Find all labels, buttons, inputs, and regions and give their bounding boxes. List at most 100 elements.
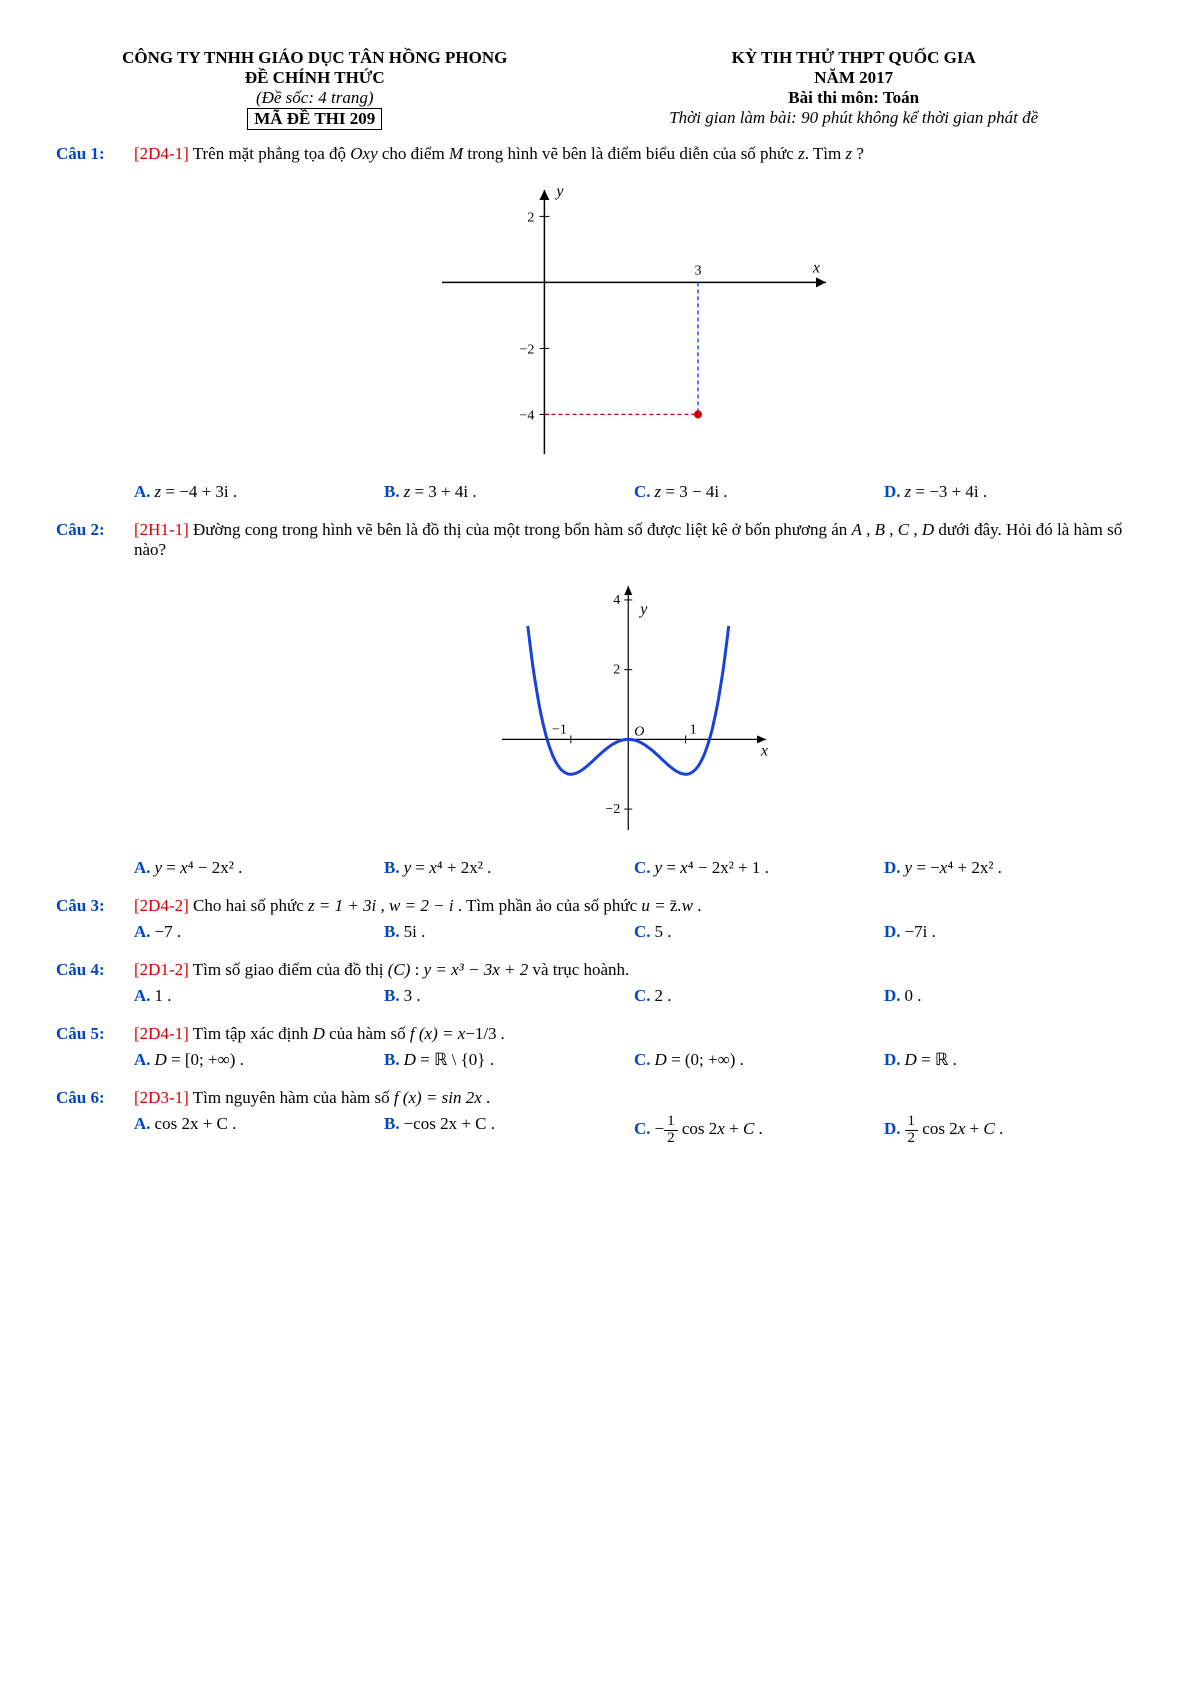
- choice: A.y = x⁴ − 2x² .: [134, 858, 384, 878]
- question-label: Câu 3:: [56, 896, 134, 942]
- choice-text: 1 .: [155, 986, 172, 1005]
- choice-text: 2 .: [655, 986, 672, 1005]
- choice-text: z = 3 + 4i .: [404, 482, 477, 501]
- choice-letter: A.: [134, 986, 151, 1005]
- exam-year: NĂM 2017: [573, 68, 1134, 88]
- choice: B.3 .: [384, 986, 634, 1006]
- choice-letter: A.: [134, 922, 151, 941]
- choice: C.y = x⁴ − 2x² + 1 .: [634, 858, 884, 878]
- choice: C.5 .: [634, 922, 884, 942]
- choice-text: −12 cos 2x + C .: [655, 1119, 763, 1138]
- question-body: [2D4-1] Tìm tập xác định D của hàm số f …: [134, 1024, 1134, 1070]
- svg-text:−4: −4: [519, 408, 534, 423]
- question: Câu 5:[2D4-1] Tìm tập xác định D của hàm…: [56, 1024, 1134, 1070]
- choice-row: A.y = x⁴ − 2x² .B.y = x⁴ + 2x² .C.y = x⁴…: [134, 858, 1134, 878]
- choice-text: 5i .: [404, 922, 426, 941]
- choice-letter: A.: [134, 482, 151, 501]
- choice-row: A.cos 2x + C .B.−cos 2x + C .C.−12 cos 2…: [134, 1114, 1134, 1147]
- official-label: ĐỀ CHÍNH THỨC: [56, 68, 573, 88]
- questions-list: Câu 1:[2D4-1] Trên mặt phẳng tọa độ Oxy …: [56, 144, 1134, 1147]
- choice-letter: C.: [634, 482, 651, 501]
- choice-letter: B.: [384, 482, 400, 501]
- question-label: Câu 1:: [56, 144, 134, 502]
- question-label: Câu 5:: [56, 1024, 134, 1070]
- svg-text:−1: −1: [552, 722, 567, 737]
- svg-text:1: 1: [690, 722, 697, 737]
- choice-letter: D.: [884, 1050, 901, 1069]
- choice-text: y = x⁴ − 2x² + 1 .: [655, 858, 769, 877]
- choice: B.−cos 2x + C .: [384, 1114, 634, 1147]
- choice: A.cos 2x + C .: [134, 1114, 384, 1147]
- question-label: Câu 4:: [56, 960, 134, 1006]
- choice-letter: D.: [884, 858, 901, 877]
- choice-row: A.D = [0; +∞) .B.D = ℝ \ {0} .C.D = (0; …: [134, 1050, 1134, 1070]
- choice: D.0 .: [884, 986, 1134, 1006]
- choice-letter: B.: [384, 1050, 400, 1069]
- question-tag: [2D3-1]: [134, 1088, 189, 1107]
- choice: D.D = ℝ .: [884, 1050, 1134, 1070]
- choice-letter: C.: [634, 1050, 651, 1069]
- question-tag: [2D4-1]: [134, 1024, 189, 1043]
- question: Câu 1:[2D4-1] Trên mặt phẳng tọa độ Oxy …: [56, 144, 1134, 502]
- choice-letter: D.: [884, 1119, 901, 1138]
- choice-text: 5 .: [655, 922, 672, 941]
- choice: A.−7 .: [134, 922, 384, 942]
- svg-text:4: 4: [613, 593, 620, 608]
- exam-subject: Bài thi môn: Toán: [573, 88, 1134, 108]
- svg-text:3: 3: [695, 263, 702, 278]
- choice-letter: B.: [384, 922, 400, 941]
- choice-letter: C.: [634, 1119, 651, 1138]
- time-note: Thời gian làm bài: 90 phút không kể thời…: [573, 108, 1134, 128]
- choice-letter: D.: [884, 986, 901, 1005]
- choice-letter: B.: [384, 986, 400, 1005]
- question-label: Câu 2:: [56, 520, 134, 878]
- choice-letter: C.: [634, 922, 651, 941]
- choice: D.y = −x⁴ + 2x² .: [884, 858, 1134, 878]
- choice-letter: C.: [634, 858, 651, 877]
- svg-text:x: x: [812, 259, 820, 276]
- choice: B.z = 3 + 4i .: [384, 482, 634, 502]
- choice: A.D = [0; +∞) .: [134, 1050, 384, 1070]
- choice: C.2 .: [634, 986, 884, 1006]
- choice-letter: B.: [384, 1114, 400, 1133]
- svg-text:−2: −2: [605, 802, 620, 817]
- question-body: [2D3-1] Tìm nguyên hàm của hàm số f (x) …: [134, 1088, 1134, 1147]
- figure-quartic: 24−2−11Oyx: [484, 568, 784, 848]
- company-name: CÔNG TY TNHH GIÁO DỤC TÂN HỒNG PHONG: [56, 48, 573, 68]
- question: Câu 4:[2D1-2] Tìm số giao điểm của đồ th…: [56, 960, 1134, 1006]
- choice-row: A.1 .B.3 .C.2 .D.0 .: [134, 986, 1134, 1006]
- choice-text: cos 2x + C .: [155, 1114, 237, 1133]
- choice: B.y = x⁴ + 2x² .: [384, 858, 634, 878]
- choice-text: −7 .: [155, 922, 182, 941]
- choice: D.−7i .: [884, 922, 1134, 942]
- question: Câu 2:[2H1-1] Đường cong trong hình vẽ b…: [56, 520, 1134, 878]
- svg-text:y: y: [638, 601, 648, 618]
- choice: B.D = ℝ \ {0} .: [384, 1050, 634, 1070]
- choice-text: D = (0; +∞) .: [655, 1050, 744, 1069]
- choice-text: z = −3 + 4i .: [905, 482, 988, 501]
- pages-note: (Đề sốc: 4 trang): [56, 88, 573, 108]
- choice-letter: C.: [634, 986, 651, 1005]
- question-tag: [2D4-2]: [134, 896, 189, 915]
- choice: A.z = −4 + 3i .: [134, 482, 384, 502]
- choice-text: 3 .: [404, 986, 421, 1005]
- choice-text: D = ℝ \ {0} .: [404, 1050, 494, 1069]
- svg-text:2: 2: [613, 663, 620, 678]
- question-tag: [2H1-1]: [134, 520, 189, 539]
- choice-text: 0 .: [905, 986, 922, 1005]
- svg-text:2: 2: [527, 210, 534, 225]
- choice-text: 12 cos 2x + C .: [905, 1119, 1004, 1138]
- choice-text: y = x⁴ + 2x² .: [404, 858, 492, 877]
- question-body: [2D4-2] Cho hai số phức z = 1 + 3i , w =…: [134, 896, 1134, 942]
- choice-text: z = −4 + 3i .: [155, 482, 238, 501]
- svg-text:−2: −2: [519, 342, 534, 357]
- choice-text: −7i .: [905, 922, 936, 941]
- exam-header: CÔNG TY TNHH GIÁO DỤC TÂN HỒNG PHONG ĐỀ …: [56, 48, 1134, 130]
- choice: C.−12 cos 2x + C .: [634, 1114, 884, 1147]
- choice-letter: B.: [384, 858, 400, 877]
- question: Câu 6:[2D3-1] Tìm nguyên hàm của hàm số …: [56, 1088, 1134, 1147]
- svg-text:O: O: [634, 724, 644, 739]
- choice: D.12 cos 2x + C .: [884, 1114, 1134, 1147]
- question-tag: [2D1-2]: [134, 960, 189, 979]
- choice: D.z = −3 + 4i .: [884, 482, 1134, 502]
